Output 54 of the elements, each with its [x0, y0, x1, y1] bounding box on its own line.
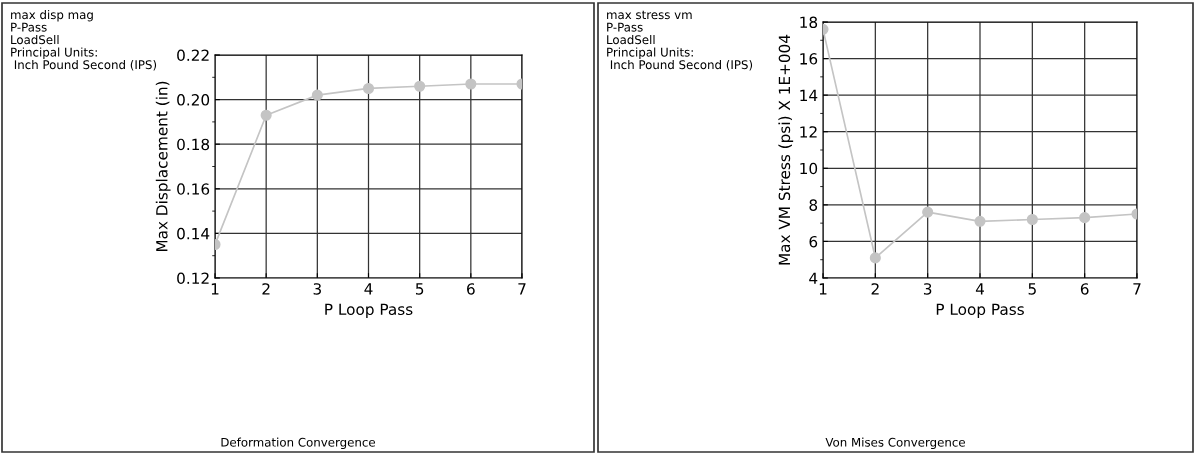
y-tick-label: 12 [800, 126, 817, 138]
text: Inch Pound Second (IPS) [610, 60, 753, 71]
text: LoadSell [11, 35, 59, 45]
y-tick-label: 14 [800, 89, 818, 101]
x-axis-title: P Loop Pass [325, 303, 413, 318]
point [922, 206, 934, 218]
text: LoadSell [607, 35, 655, 45]
y-tick-label: 18 [800, 16, 818, 29]
x-tick-label: 5 [1028, 283, 1036, 295]
x-tick-label: 1 [819, 283, 827, 295]
point [1026, 213, 1038, 226]
text: P-Pass [11, 22, 47, 32]
point [311, 89, 323, 101]
x-tick-label: 7 [1133, 283, 1141, 295]
x-tick-label: 4 [975, 283, 984, 295]
text: Inch Pound Second (IPS) [14, 60, 157, 71]
point [1079, 212, 1091, 224]
y-tick-label: 10 [800, 162, 818, 175]
y-tick-label: 16 [800, 53, 818, 65]
x-tick-label: 3 [313, 283, 321, 295]
y-tick-label: 0.14 [177, 227, 210, 240]
point [260, 109, 272, 121]
y-tick-label: 4 [809, 272, 818, 284]
text: P-Pass [607, 22, 643, 32]
text: Principal Units: [607, 47, 693, 59]
y-tick-label: 6 [809, 235, 818, 248]
point [414, 80, 426, 92]
x-tick-label: 2 [262, 283, 270, 295]
y-axis-title: Max VM Stress (psi) X 1E+004 [778, 34, 794, 265]
x-tick-label: 2 [871, 283, 879, 295]
point [362, 82, 375, 95]
x-tick-label: 5 [415, 283, 424, 295]
x-tick-label: 3 [923, 283, 932, 295]
y-tick-label: 8 [809, 199, 818, 211]
y-tick-label: 0.22 [177, 49, 209, 62]
y-tick-label: 0.16 [177, 183, 210, 195]
point [465, 78, 477, 90]
text: max stress vm [607, 10, 692, 20]
x-tick-label: 6 [467, 283, 475, 295]
x-tick-label: 7 [518, 283, 526, 295]
y-tick-label: 0.12 [177, 272, 209, 285]
text: Deformation Convergence [221, 437, 376, 449]
x-tick-label: 6 [1080, 283, 1089, 295]
y-tick-label: 0.20 [177, 94, 210, 106]
text: Von Mises Convergence [825, 437, 965, 449]
point [869, 252, 881, 264]
y-tick-label: 0.18 [177, 138, 210, 151]
x-tick-label: 1 [211, 283, 219, 295]
text: Principal Units: [11, 47, 97, 59]
text: max disp mag [11, 10, 93, 22]
x-tick-label: 4 [364, 283, 373, 295]
point [974, 215, 986, 227]
x-axis-title: P Loop Pass [936, 303, 1024, 318]
y-axis-title: Max Displacement (in) [155, 81, 171, 252]
